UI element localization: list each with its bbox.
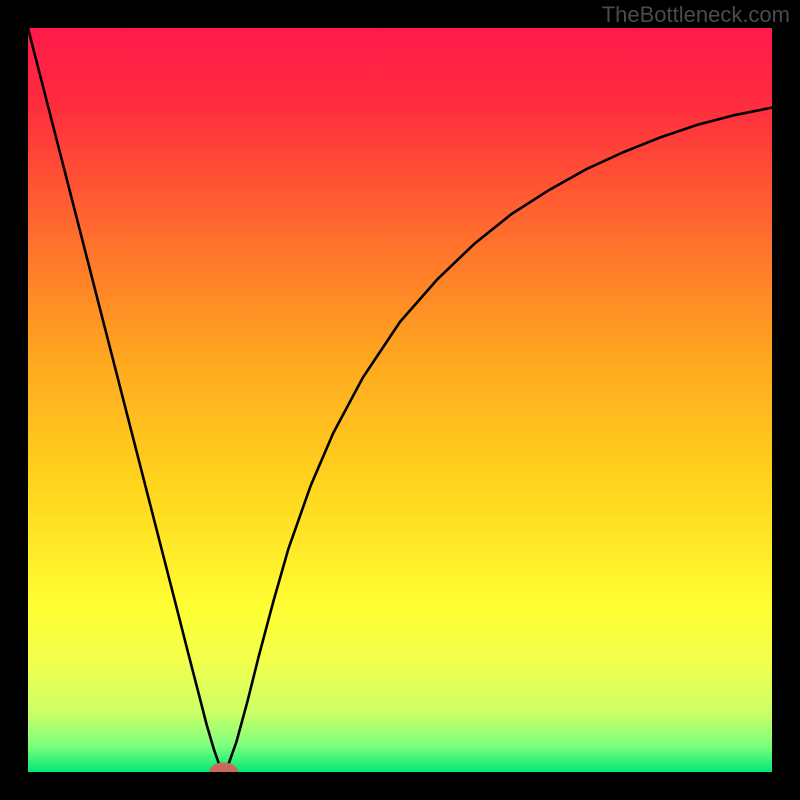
watermark-label: TheBottleneck.com	[602, 2, 790, 28]
plot-area	[28, 28, 772, 781]
gradient-background	[28, 28, 772, 772]
chart-container: TheBottleneck.com	[0, 0, 800, 800]
bottleneck-chart-svg	[0, 0, 800, 800]
